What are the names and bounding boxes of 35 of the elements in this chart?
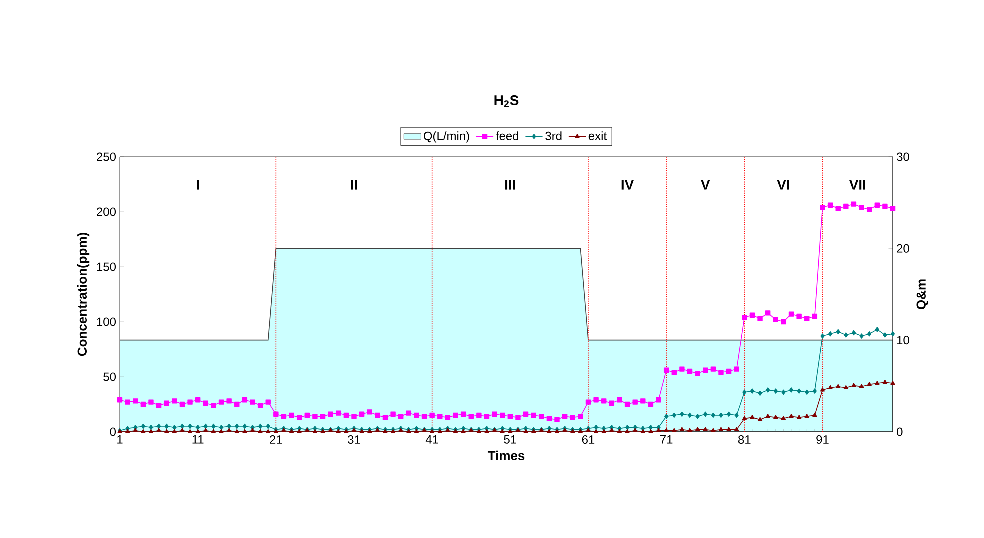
y2-tick-label: 10: [897, 336, 910, 345]
y-tick-label: 100: [97, 318, 116, 326]
annotation: VI: [777, 180, 790, 190]
y2-tick-label: 30: [897, 152, 910, 162]
y2-tick-label: 20: [897, 244, 910, 253]
legend-label: feed: [496, 132, 519, 140]
y2-axis-title: Q&m: [916, 280, 928, 310]
y2-tick-label: 0: [897, 428, 903, 436]
x-axis-title: Times: [488, 450, 525, 460]
legend-label: 3rd: [546, 132, 562, 140]
y-tick-label: 250: [97, 152, 116, 162]
annotation: VII: [849, 180, 866, 190]
x-tick-label: 91: [816, 436, 829, 444]
legend-label: exit: [588, 132, 607, 140]
y-tick-label: 200: [97, 208, 116, 216]
annotation: V: [701, 180, 710, 190]
x-tick-label: 71: [660, 436, 673, 444]
x-tick-label: 11: [192, 436, 204, 444]
x-tick-label: 81: [738, 436, 751, 444]
y-tick-label: 0: [110, 428, 116, 436]
x-tick-label: 61: [582, 436, 595, 444]
legend-label: Q(L/min): [424, 132, 470, 143]
annotation: I: [197, 180, 200, 190]
annotation: II: [351, 180, 358, 190]
x-tick-label: 51: [504, 436, 516, 444]
y-tick-label: 50: [104, 372, 116, 382]
annotation: IV: [622, 180, 634, 190]
x-tick-label: 41: [426, 436, 438, 444]
chart-title: H$_{2}$S: [494, 96, 519, 108]
y-tick-label: 150: [97, 262, 116, 272]
x-tick-label: 31: [348, 436, 360, 444]
x-tick-label: 21: [270, 436, 282, 444]
annotation: III: [506, 180, 516, 190]
x-tick-label: 1: [118, 436, 123, 444]
y-axis-title: Concentration(ppm): [77, 233, 90, 356]
